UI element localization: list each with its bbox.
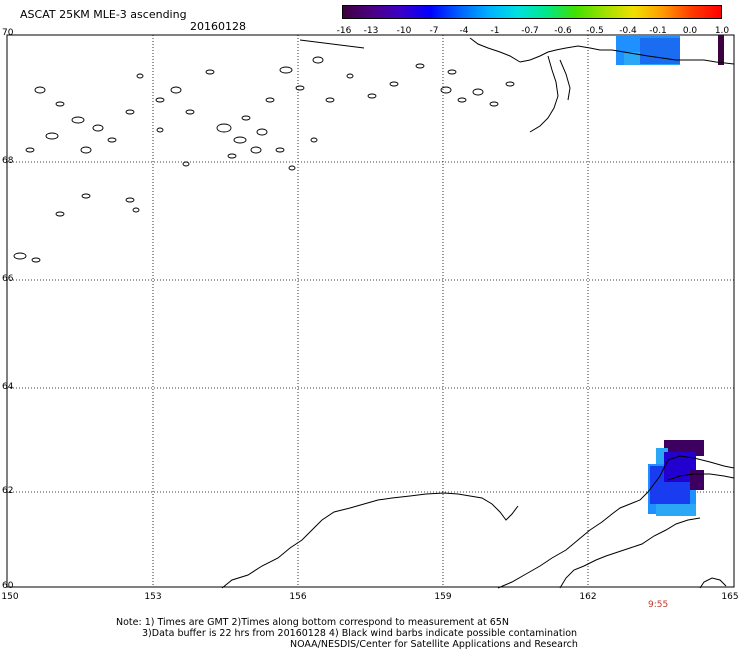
note-line-1: Note: 1) Times are GMT 2)Times along bot… [116, 617, 509, 628]
colorbar-labels: -16 -13 -10 -7 -4 -1 -0.7 -0.6 -0.5 -0.4… [337, 26, 732, 38]
lat-label-60: 60 [2, 581, 14, 591]
colorbar-label: -7 [429, 26, 439, 36]
colorbar-label: -0.1 [649, 26, 667, 36]
colorbar-label: -0.4 [619, 26, 637, 36]
colorbar-label: -13 [363, 26, 379, 36]
graticule [7, 35, 734, 587]
lat-label-70: 70 [2, 28, 14, 38]
lon-label-153: 153 [144, 592, 162, 602]
colorbar-label: -10 [396, 26, 412, 36]
lat-label-62: 62 [2, 486, 14, 496]
map-date: 20160128 [190, 20, 246, 33]
lon-label-162: 162 [579, 592, 597, 602]
data-swath-north [616, 35, 724, 65]
note-line-2: 3)Data buffer is 22 hrs from 20160128 4)… [142, 628, 578, 639]
lakes [13, 56, 515, 263]
coastline [221, 37, 735, 589]
lat-label-64: 64 [2, 382, 14, 392]
colorbar [342, 5, 722, 19]
colorbar-label: -4 [459, 26, 469, 36]
lat-label-66: 66 [2, 274, 14, 284]
colorbar-label: -0.7 [521, 26, 539, 36]
pass-time-label: 9:55 [648, 600, 669, 610]
lat-label-68: 68 [2, 156, 14, 166]
colorbar-label: 1.0 [714, 26, 730, 36]
lon-label-159: 159 [434, 592, 452, 602]
lon-label-150: 150 [1, 592, 19, 602]
colorbar-label: -0.5 [586, 26, 604, 36]
colorbar-label: 0.0 [682, 26, 698, 36]
colorbar-label: -1 [490, 26, 500, 36]
data-swath-south [648, 440, 704, 516]
colorbar-label: -16 [336, 26, 352, 36]
lon-label-156: 156 [289, 592, 307, 602]
map-title: ASCAT 25KM MLE-3 ascending [20, 8, 187, 21]
lon-label-165: 165 [721, 592, 739, 602]
map-frame [6, 34, 735, 588]
note-line-3: NOAA/NESDIS/Center for Satellite Applica… [290, 639, 578, 650]
colorbar-label: -0.6 [554, 26, 572, 36]
